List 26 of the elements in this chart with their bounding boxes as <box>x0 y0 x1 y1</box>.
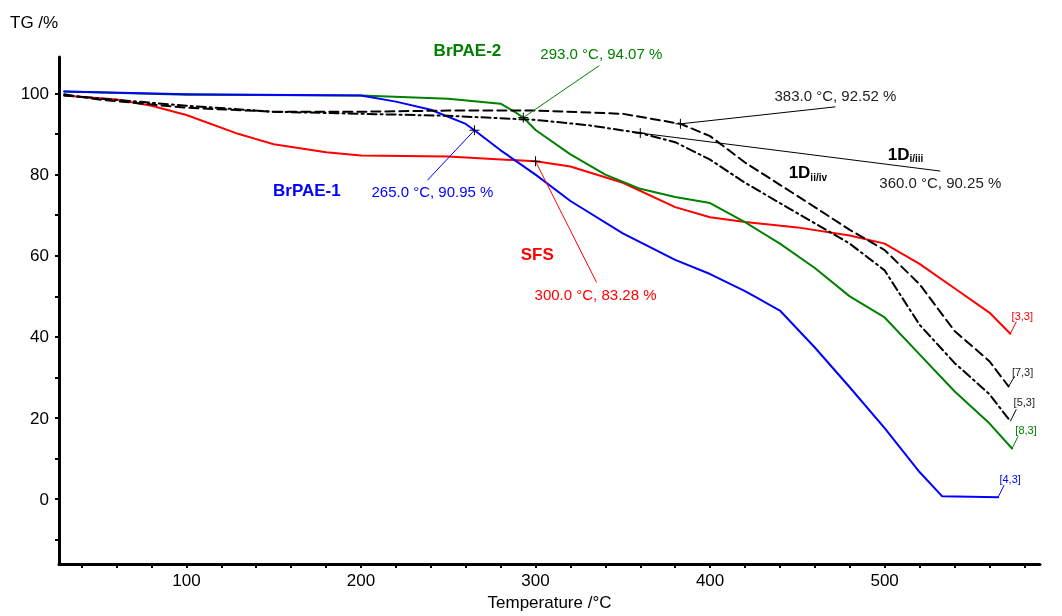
x-tick-label: 300 <box>521 571 550 591</box>
text: BrPAE-1 <box>273 181 341 201</box>
text: BrPAE-2 <box>433 40 502 60</box>
text: SFS <box>520 244 554 264</box>
annotation: [5,3] <box>1013 396 1036 409</box>
y-tick-label: 60 <box>30 246 49 266</box>
y-tick-label: 0 <box>39 489 49 509</box>
y-tick-label: 40 <box>30 327 49 347</box>
annotation: [4,3] <box>999 473 1021 486</box>
x-tick-label: 200 <box>346 571 376 591</box>
annotation: [3,3] <box>1011 309 1034 322</box>
y-axis-title: TG /% <box>10 13 59 32</box>
annotation: 383.0 °C, 92.52 % <box>774 87 897 105</box>
x-tick-label: 500 <box>870 571 899 591</box>
x-tick-label: 400 <box>695 571 725 591</box>
x-axis-title: Temperature /°C <box>487 593 612 612</box>
annotation: 300.0 °C, 83.28 % <box>534 285 657 303</box>
x-tick-label: 100 <box>172 571 201 591</box>
annotation: 265.0 °C, 90.95 % <box>371 182 494 200</box>
y-tick-label: 100 <box>20 84 49 104</box>
y-tick-label: 20 <box>30 408 49 428</box>
y-tick-label: 80 <box>30 165 49 185</box>
annotation: [7,3] <box>1011 366 1034 379</box>
annotation: [8,3] <box>1015 424 1037 437</box>
annotation: 360.0 °C, 90.25 % <box>879 173 1002 191</box>
annotation: 293.0 °C, 94.07 % <box>540 45 663 63</box>
